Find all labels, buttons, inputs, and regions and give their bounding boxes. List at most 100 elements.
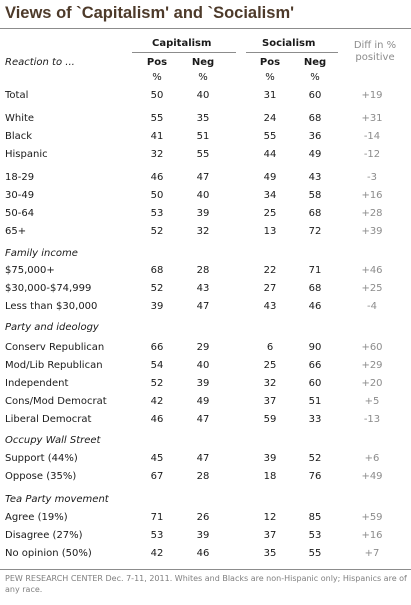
cap-neg-value: 49 (196, 396, 210, 407)
group-heading: Family income (5, 248, 78, 259)
diff-value: +25 (361, 283, 383, 294)
table-row: 30-49 50 40 34 58 +16 (0, 188, 411, 206)
soc-pos-value: 37 (263, 396, 277, 407)
cap-neg-value: 39 (196, 530, 210, 541)
diff-value: +49 (361, 471, 383, 482)
row-label: Disagree (27%) (5, 530, 83, 541)
socialism-pos-unit: % (265, 72, 275, 83)
group-heading: Occupy Wall Street (5, 435, 101, 446)
soc-pos-value: 31 (263, 90, 277, 101)
cap-pos-value: 71 (150, 512, 164, 523)
row-label: 30-49 (5, 190, 35, 201)
cap-pos-value: 53 (150, 530, 164, 541)
diff-value: +20 (361, 378, 383, 389)
row-label: Total (5, 90, 29, 101)
soc-neg-value: 36 (308, 131, 322, 142)
table-row: Agree (19%) 71 26 12 85 +59 (0, 510, 411, 528)
soc-neg-value: 66 (308, 360, 322, 371)
diff-value: +46 (361, 265, 383, 276)
socialism-neg-unit: % (310, 72, 320, 83)
row-label: $30,000-$74,999 (5, 283, 92, 294)
table-row: Support (44%) 45 47 39 52 +6 (0, 451, 411, 469)
diff-value: +7 (364, 548, 380, 559)
soc-neg-value: 90 (308, 342, 322, 353)
row-label: 65+ (5, 226, 27, 237)
row-label: Conserv Republican (5, 342, 105, 353)
soc-neg-value: 72 (308, 226, 322, 237)
cap-neg-value: 29 (196, 342, 210, 353)
row-label: Independent (5, 378, 69, 389)
diff-value: +59 (361, 512, 383, 523)
page-title: Views of `Capitalism' and `Socialism' (5, 4, 295, 22)
cap-pos-value: 66 (150, 342, 164, 353)
table-row: Hispanic 32 55 44 49 -12 (0, 147, 411, 165)
socialism-header: Socialism (262, 38, 316, 49)
cap-pos-value: 46 (150, 414, 164, 425)
soc-pos-value: 39 (263, 453, 277, 464)
soc-pos-value: 24 (263, 113, 277, 124)
row-label: 18-29 (5, 172, 35, 183)
capitalism-underline (132, 52, 236, 53)
table-row: White 55 35 24 68 +31 (0, 111, 411, 129)
cap-pos-value: 45 (150, 453, 164, 464)
soc-pos-value: 6 (266, 342, 274, 353)
diff-value: +29 (361, 360, 383, 371)
cap-pos-value: 54 (150, 360, 164, 371)
soc-pos-value: 32 (263, 378, 277, 389)
diff-value: +16 (361, 190, 383, 201)
group-heading: Party and ideology (5, 322, 99, 333)
table-row: Cons/Mod Democrat 42 49 37 51 +5 (0, 394, 411, 412)
table-row: 65+ 52 32 13 72 +39 (0, 224, 411, 242)
footnote: PEW RESEARCH CENTER Dec. 7-11, 2011. Whi… (5, 574, 407, 594)
table-row: Less than $30,000 39 47 43 46 -4 (0, 299, 411, 317)
diff-value: -14 (363, 131, 381, 142)
table-row: Mod/Lib Republican 54 40 25 66 +29 (0, 358, 411, 376)
soc-pos-value: 13 (263, 226, 277, 237)
row-label: 50-64 (5, 208, 35, 219)
capitalism-pos-header: Pos (146, 57, 168, 68)
soc-pos-value: 12 (263, 512, 277, 523)
cap-pos-value: 46 (150, 172, 164, 183)
soc-neg-value: 60 (308, 378, 322, 389)
soc-pos-value: 27 (263, 283, 277, 294)
row-label: Agree (19%) (5, 512, 68, 523)
diff-value: +31 (361, 113, 383, 124)
soc-neg-value: 68 (308, 283, 322, 294)
soc-neg-value: 60 (308, 90, 322, 101)
cap-neg-value: 28 (196, 471, 210, 482)
cap-pos-value: 32 (150, 149, 164, 160)
cap-neg-value: 51 (196, 131, 210, 142)
soc-neg-value: 55 (308, 548, 322, 559)
soc-neg-value: 33 (308, 414, 322, 425)
cap-pos-value: 53 (150, 208, 164, 219)
table-row: 18-29 46 47 49 43 -3 (0, 170, 411, 188)
table-row: Liberal Democrat 46 47 59 33 -13 (0, 412, 411, 430)
cap-neg-value: 40 (196, 190, 210, 201)
soc-pos-value: 43 (263, 301, 277, 312)
row-label: Black (5, 131, 33, 142)
soc-neg-value: 52 (308, 453, 322, 464)
cap-pos-value: 39 (150, 301, 164, 312)
diff-value: +6 (364, 453, 380, 464)
title-divider (0, 28, 411, 29)
cap-neg-value: 40 (196, 360, 210, 371)
cap-neg-value: 32 (196, 226, 210, 237)
cap-neg-value: 35 (196, 113, 210, 124)
row-label: Hispanic (5, 149, 48, 160)
cap-neg-value: 40 (196, 90, 210, 101)
diff-value: +5 (364, 396, 380, 407)
diff-value: -12 (363, 149, 381, 160)
socialism-pos-header: Pos (259, 57, 281, 68)
soc-pos-value: 25 (263, 208, 277, 219)
cap-pos-value: 42 (150, 396, 164, 407)
row-label: Oppose (35%) (5, 471, 77, 482)
soc-neg-value: 71 (308, 265, 322, 276)
diff-value: +39 (361, 226, 383, 237)
cap-neg-value: 55 (196, 149, 210, 160)
soc-pos-value: 59 (263, 414, 277, 425)
soc-neg-value: 58 (308, 190, 322, 201)
cap-neg-value: 47 (196, 414, 210, 425)
row-label: Support (44%) (5, 453, 78, 464)
cap-neg-value: 28 (196, 265, 210, 276)
soc-neg-value: 49 (308, 149, 322, 160)
